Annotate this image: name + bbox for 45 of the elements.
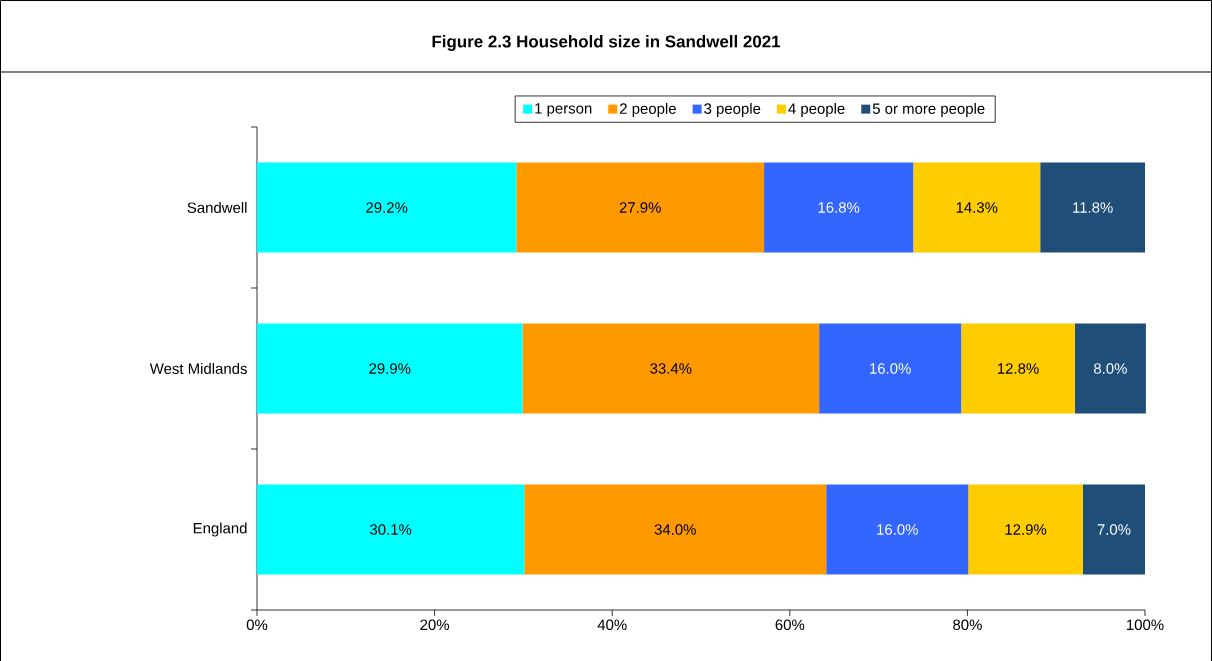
bar: [516, 162, 765, 253]
bar: [524, 484, 827, 575]
legend-label: 3 people: [704, 102, 761, 117]
data-label: 29.2%: [366, 202, 408, 213]
legend-label: 2 people: [620, 102, 676, 117]
y-tick-label: West Midlands: [149, 363, 247, 374]
x-tick-label: 40%: [597, 619, 627, 631]
bar: [961, 323, 1075, 414]
legend-label: 4 people: [788, 102, 845, 117]
data-label: 12.9%: [1005, 524, 1047, 535]
x-tick-label: 100%: [1127, 619, 1164, 631]
bar: [913, 162, 1041, 253]
y-tick-label: England: [193, 522, 247, 537]
bar: [968, 484, 1083, 575]
bar: [257, 484, 525, 575]
x-tick-label: 60%: [775, 619, 805, 631]
legend-label: 1 person: [535, 103, 592, 117]
bar: [826, 484, 969, 575]
data-label: 29.9%: [369, 363, 411, 374]
bar: [1040, 162, 1146, 253]
data-label: 14.3%: [956, 202, 998, 213]
bar: [257, 162, 517, 253]
bar: [522, 323, 820, 414]
data-label: 16.0%: [877, 524, 918, 535]
x-tick-label: 0%: [246, 619, 268, 631]
bar: [1082, 484, 1146, 575]
data-label: 11.8%: [1073, 202, 1113, 213]
y-tick-label: Sandwell: [187, 202, 247, 213]
data-label: 16.0%: [870, 363, 911, 374]
data-label: 27.9%: [619, 202, 661, 213]
x-tick-label: 20%: [420, 619, 450, 631]
chart-title: Figure 2.3 Household size in Sandwell 2021: [432, 35, 781, 51]
data-label: 33.4%: [650, 363, 692, 374]
data-label: 7.0%: [1097, 524, 1131, 535]
data-label: 16.8%: [818, 202, 860, 213]
data-label: 8.0%: [1094, 363, 1127, 374]
data-label: 12.8%: [997, 363, 1039, 374]
data-label: 34.0%: [654, 524, 696, 535]
x-tick-label: 80%: [953, 619, 982, 631]
bar: [819, 323, 962, 414]
bar: [764, 162, 914, 253]
bar: [1074, 323, 1146, 414]
legend-label: 5 or more people: [872, 102, 985, 117]
data-label: 30.1%: [370, 524, 412, 535]
bar: [257, 323, 523, 414]
